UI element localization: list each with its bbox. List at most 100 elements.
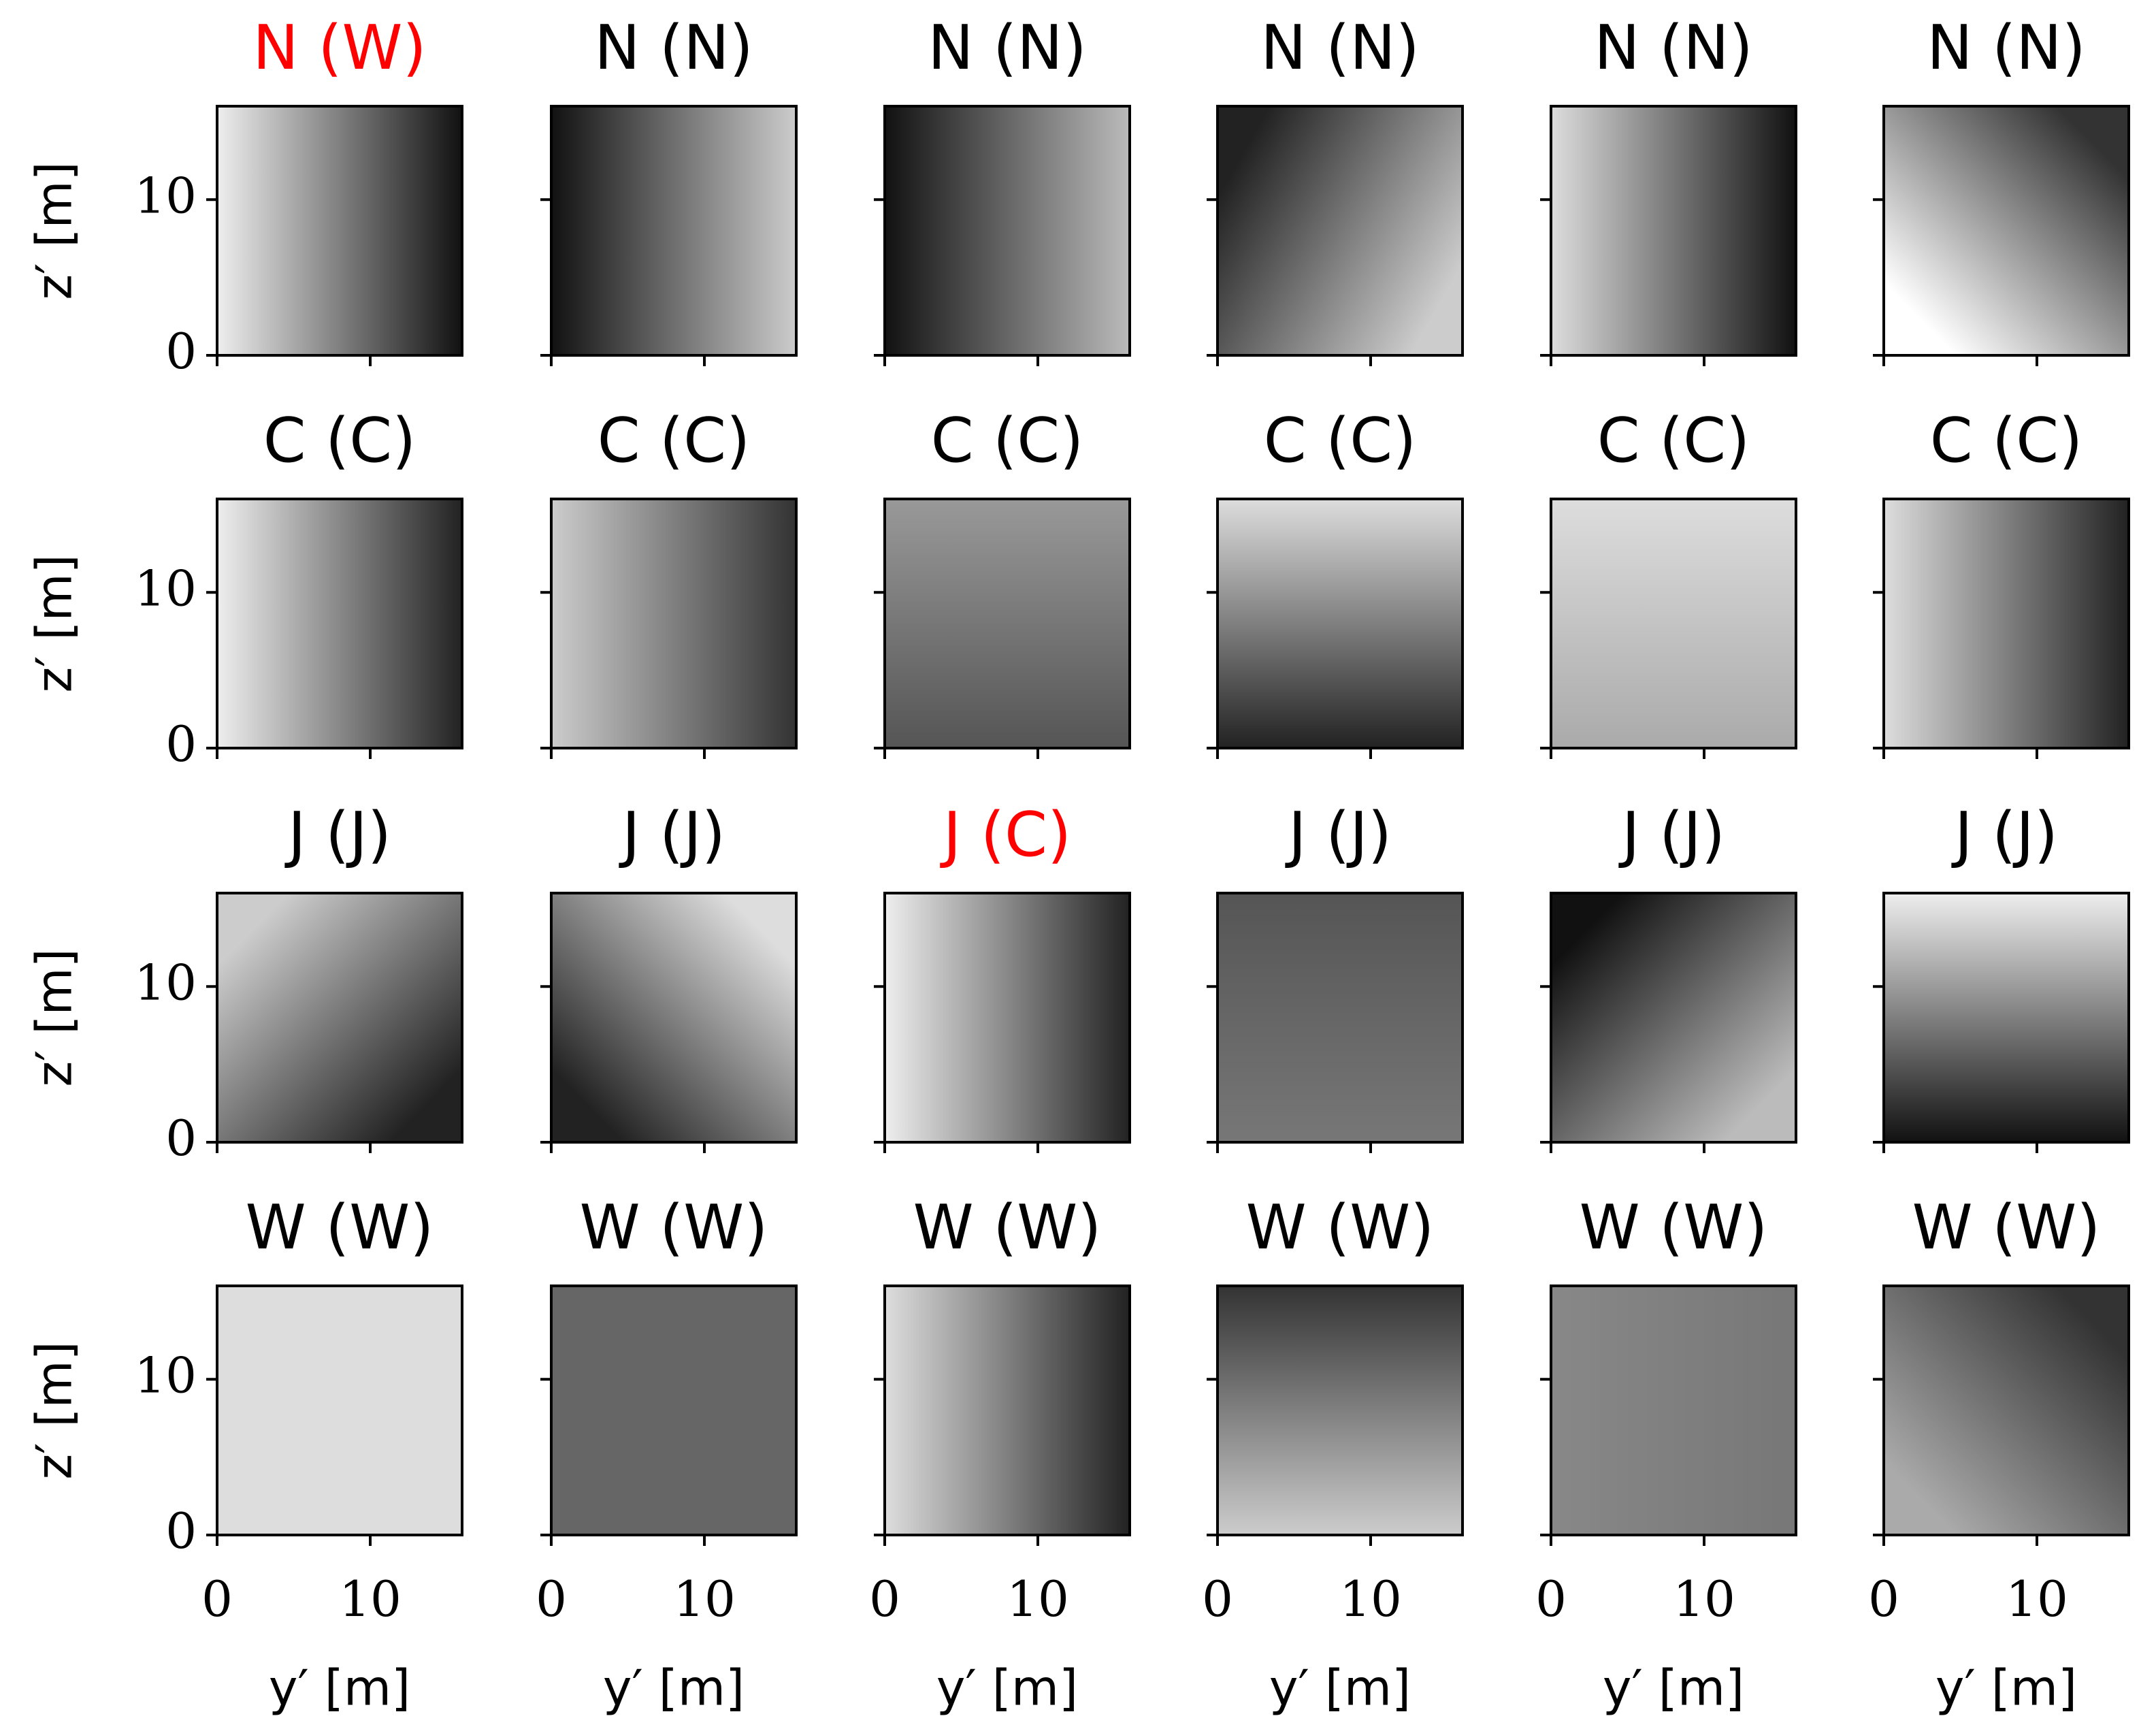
image bbox=[217, 893, 462, 1142]
image bbox=[551, 893, 796, 1142]
x-axis-label: y′ [m] bbox=[603, 1660, 745, 1717]
y-tick-label: 0 bbox=[165, 1502, 197, 1560]
x-tick-label: 10 bbox=[339, 1570, 402, 1628]
panel: N (N) bbox=[540, 12, 798, 366]
panel-title: J (C) bbox=[940, 799, 1071, 871]
x-tick-label: 10 bbox=[1007, 1570, 1069, 1628]
panel-title: W (W) bbox=[246, 1192, 434, 1263]
x-tick-label: 0 bbox=[1202, 1570, 1233, 1628]
x-tick-label: 10 bbox=[1339, 1570, 1402, 1628]
panel-title: N (N) bbox=[594, 12, 753, 84]
frame bbox=[550, 1284, 798, 1536]
panel: W (W) 0 10 y′ [m] bbox=[1202, 1192, 1464, 1717]
panel: W (W) 0 10 0 10 y′ [m] z′ [m] bbox=[26, 1192, 463, 1717]
panel: W (W) 0 10 y′ [m] bbox=[536, 1192, 798, 1717]
image bbox=[1218, 1286, 1463, 1535]
y-tick-label: 10 bbox=[134, 1346, 197, 1404]
panel: W (W) 0 10 y′ [m] bbox=[869, 1192, 1131, 1717]
image bbox=[551, 499, 796, 748]
y-axis-label: z′ [m] bbox=[26, 554, 83, 692]
x-axis-label: y′ [m] bbox=[269, 1660, 410, 1717]
panel-title: W (W) bbox=[580, 1192, 768, 1263]
image bbox=[1551, 106, 1796, 355]
panel-title: N (N) bbox=[1260, 12, 1419, 84]
x-tick-label: 10 bbox=[2006, 1570, 2068, 1628]
panel-title: W (W) bbox=[1912, 1192, 2101, 1263]
panel: C (C) bbox=[540, 405, 798, 759]
x-axis-label: y′ [m] bbox=[936, 1660, 1078, 1717]
frame bbox=[1882, 105, 2130, 357]
panel-title: C (C) bbox=[263, 405, 416, 476]
panel: N (N) bbox=[1207, 12, 1464, 366]
frame bbox=[550, 892, 798, 1144]
panel: J (C) bbox=[874, 799, 1131, 1153]
x-axis-label: y′ [m] bbox=[1269, 1660, 1411, 1717]
frame bbox=[883, 1284, 1131, 1536]
frame bbox=[550, 105, 798, 357]
image bbox=[885, 106, 1130, 355]
frame bbox=[1216, 498, 1464, 749]
image bbox=[1884, 893, 2129, 1142]
image bbox=[217, 1286, 462, 1535]
panel-title: C (C) bbox=[931, 405, 1084, 476]
panel: J (J) 0 10 z′ [m] bbox=[26, 799, 463, 1167]
panel-title: C (C) bbox=[1930, 405, 2083, 476]
image bbox=[1218, 106, 1463, 355]
image bbox=[1551, 1286, 1796, 1535]
frame bbox=[1882, 892, 2130, 1144]
panel-title: J (J) bbox=[1951, 799, 2058, 871]
y-tick-label: 10 bbox=[134, 560, 197, 617]
panel: J (J) bbox=[1540, 799, 1797, 1153]
x-tick-label: 0 bbox=[536, 1570, 567, 1628]
x-tick-label: 0 bbox=[201, 1570, 233, 1628]
panel: C (C) bbox=[874, 405, 1131, 759]
frame bbox=[1882, 1284, 2130, 1536]
frame bbox=[883, 892, 1131, 1144]
panel: C (C) bbox=[1540, 405, 1797, 759]
panel-title: W (W) bbox=[1580, 1192, 1768, 1263]
y-tick-label: 10 bbox=[134, 954, 197, 1011]
x-tick-label: 10 bbox=[673, 1570, 736, 1628]
panel-title: N (W) bbox=[252, 12, 426, 84]
frame bbox=[216, 498, 463, 749]
frame bbox=[1216, 892, 1464, 1144]
image bbox=[1551, 893, 1796, 1142]
frame bbox=[1550, 105, 1797, 357]
panel-title: J (J) bbox=[1618, 799, 1725, 871]
frame bbox=[1882, 498, 2130, 749]
panel: C (C) bbox=[1207, 405, 1464, 759]
image bbox=[1551, 499, 1796, 748]
image bbox=[217, 106, 462, 355]
panel-title: C (C) bbox=[1597, 405, 1750, 476]
y-tick-label: 10 bbox=[134, 167, 197, 224]
panel: W (W) 0 10 y′ [m] bbox=[1535, 1192, 1797, 1717]
panel-title: N (N) bbox=[928, 12, 1086, 84]
image bbox=[551, 1286, 796, 1535]
image bbox=[217, 499, 462, 748]
image bbox=[1884, 106, 2129, 355]
x-axis-label: y′ [m] bbox=[1936, 1660, 2077, 1717]
panel-title: N (N) bbox=[1927, 12, 2085, 84]
frame bbox=[1216, 105, 1464, 357]
image bbox=[1884, 1286, 2129, 1535]
image bbox=[1218, 499, 1463, 748]
image bbox=[885, 893, 1130, 1142]
frame bbox=[216, 892, 463, 1144]
image bbox=[1884, 499, 2129, 748]
frame bbox=[883, 498, 1131, 749]
panel: N (N) bbox=[1540, 12, 1797, 366]
panel-title: J (J) bbox=[284, 799, 391, 871]
x-tick-label: 0 bbox=[869, 1570, 900, 1628]
x-axis-label: y′ [m] bbox=[1603, 1660, 1744, 1717]
image bbox=[885, 1286, 1130, 1535]
panel: N (W) 0 10 z′ [m] bbox=[26, 12, 463, 380]
y-tick-label: 0 bbox=[165, 715, 197, 773]
y-axis-label: z′ [m] bbox=[26, 948, 83, 1086]
panel-title: W (W) bbox=[913, 1192, 1102, 1263]
panel: N (N) bbox=[874, 12, 1131, 366]
panel-title: N (N) bbox=[1594, 12, 1752, 84]
frame bbox=[883, 105, 1131, 357]
x-tick-label: 10 bbox=[1673, 1570, 1735, 1628]
panel: J (J) bbox=[1207, 799, 1464, 1153]
